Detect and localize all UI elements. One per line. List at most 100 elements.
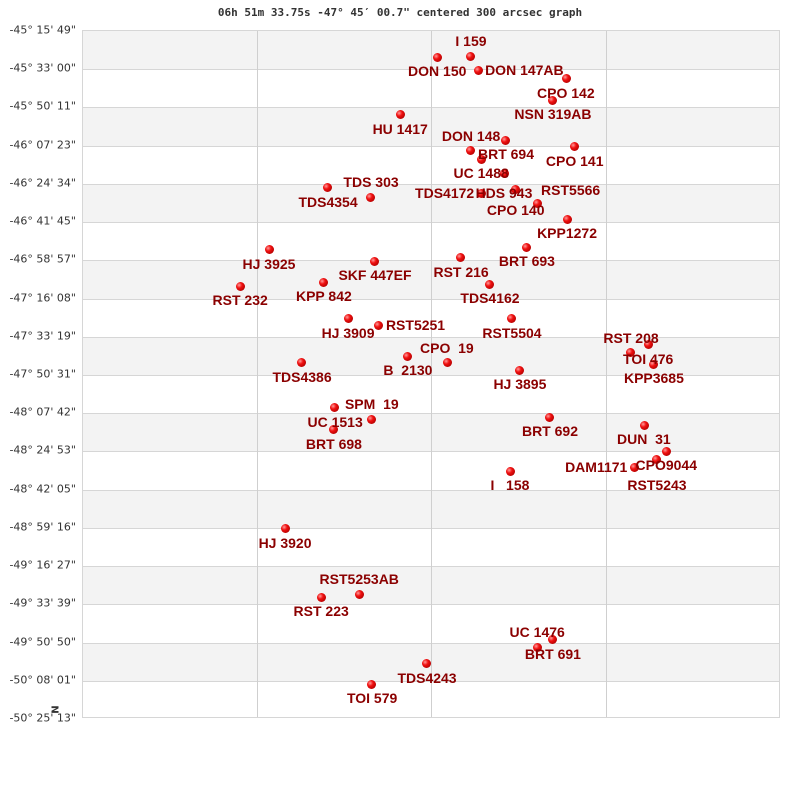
star-point[interactable] (297, 358, 307, 368)
star-label: RST5566 (541, 181, 601, 198)
star-point[interactable] (432, 52, 442, 62)
star-label: BRT 691 (524, 645, 581, 662)
star-label: RST 216 (433, 263, 489, 280)
star-label: I 158 (490, 477, 530, 494)
star-label: TDS4386 (272, 368, 332, 385)
star-point[interactable] (343, 314, 353, 324)
y-tick-label: -48° 07' 42" (9, 405, 76, 419)
star-point[interactable] (442, 358, 452, 368)
y-tick-label: -45° 33' 00" (9, 61, 76, 75)
star-point[interactable] (652, 454, 662, 464)
star-point[interactable] (545, 412, 555, 422)
star-point[interactable] (515, 365, 525, 375)
star-point[interactable] (562, 214, 572, 224)
star-point[interactable] (561, 74, 571, 84)
star-label: RST5251 (385, 317, 446, 334)
chart-title: 06h 51m 33.75s -47° 45′ 00.7" centered 3… (217, 6, 583, 19)
y-tick-label: -49° 50' 50" (9, 635, 76, 649)
star-label: DON 150 (408, 63, 467, 80)
star-label: B 2130 (383, 362, 433, 379)
star-point[interactable] (316, 592, 326, 602)
star-point[interactable] (329, 425, 339, 435)
star-point[interactable] (501, 135, 511, 145)
star-label: CPO 19 (420, 339, 474, 356)
star-point[interactable] (367, 414, 377, 424)
north-indicator: N (50, 705, 62, 714)
star-point[interactable] (374, 321, 384, 331)
star-label: SPM 19 (344, 396, 399, 413)
star-point[interactable] (507, 314, 517, 324)
star-point[interactable] (280, 524, 290, 534)
star-label: CPO 142 (537, 84, 595, 101)
star-label: TDS4354 (298, 193, 358, 210)
star-point[interactable] (649, 359, 659, 369)
star-point[interactable] (548, 635, 558, 645)
star-label: RST 223 (293, 603, 349, 619)
star-label: HJ 3895 (493, 376, 547, 393)
star-point[interactable] (505, 466, 515, 476)
star-label: TDS 303 (343, 174, 399, 191)
y-tick-label: -48° 24' 53" (9, 443, 76, 457)
star-label: DON 148 (441, 127, 501, 144)
star-point[interactable] (639, 420, 649, 430)
star-point[interactable] (485, 279, 495, 289)
star-point[interactable] (476, 154, 486, 164)
star-label: HDS 943 (475, 185, 533, 201)
star-label: RST 208 (603, 329, 659, 346)
star-point[interactable] (330, 403, 340, 413)
star-point[interactable] (548, 95, 558, 105)
y-tick-label: -46° 41' 45" (9, 214, 76, 228)
star-point[interactable] (522, 242, 532, 252)
star-point[interactable] (395, 110, 405, 120)
star-point[interactable] (354, 589, 364, 599)
y-tick-label: -46° 24' 34" (9, 176, 76, 190)
star-point[interactable] (626, 348, 636, 358)
star-label: BRT 692 (521, 423, 578, 440)
star-point[interactable] (629, 462, 639, 472)
star-point[interactable] (367, 679, 377, 689)
star-point[interactable] (532, 642, 542, 652)
y-tick-label: -47° 16' 08" (9, 291, 76, 305)
star-point[interactable] (366, 192, 376, 202)
star-label: KPP1272 (537, 225, 597, 242)
star-point[interactable] (532, 199, 542, 209)
star-label: BRT 694 (477, 146, 535, 163)
y-tick-label: -49° 33' 39" (9, 596, 76, 610)
star-point[interactable] (499, 168, 509, 178)
star-point[interactable] (476, 188, 486, 198)
star-point[interactable] (235, 281, 245, 291)
star-point[interactable] (466, 51, 476, 61)
y-tick-label: -46° 58' 57" (9, 252, 76, 266)
star-label: DUN 31 (617, 431, 671, 448)
star-point[interactable] (403, 351, 413, 361)
star-label: DAM1171 (565, 458, 628, 475)
star-point[interactable] (319, 277, 329, 287)
star-label: KPP 842 (295, 288, 352, 304)
star-point[interactable] (643, 340, 653, 350)
star-point[interactable] (323, 183, 333, 193)
y-tick-label: -48° 59' 16" (9, 520, 76, 534)
star-point[interactable] (466, 146, 476, 156)
star-point[interactable] (661, 446, 671, 456)
star-point[interactable] (473, 65, 483, 75)
star-point[interactable] (370, 256, 380, 266)
star-point[interactable] (422, 659, 432, 669)
star-point[interactable] (511, 185, 521, 195)
y-tick-label: -45° 15' 49" (9, 23, 76, 37)
star-label: TDS4172 (415, 184, 475, 201)
star-label: BRT 698 (305, 435, 362, 452)
star-point[interactable] (456, 253, 466, 263)
star-label: BRT 693 (498, 253, 555, 270)
y-tick-label: -47° 33' 19" (9, 329, 76, 343)
star-label: RST5243 (627, 477, 687, 494)
star-label: SKF 447EF (338, 267, 412, 284)
y-tick-label: -50° 25' 13" (9, 711, 76, 725)
star-label: UC 1488 (453, 165, 509, 181)
star-point[interactable] (570, 142, 580, 152)
star-label: HJ 3925 (242, 255, 296, 272)
star-label: TDS4243 (397, 669, 457, 686)
star-label: CPO9044 (635, 457, 697, 474)
star-point[interactable] (264, 245, 274, 255)
star-label: HJ 3909 (321, 324, 375, 341)
star-label: UC 1513 (307, 413, 363, 430)
